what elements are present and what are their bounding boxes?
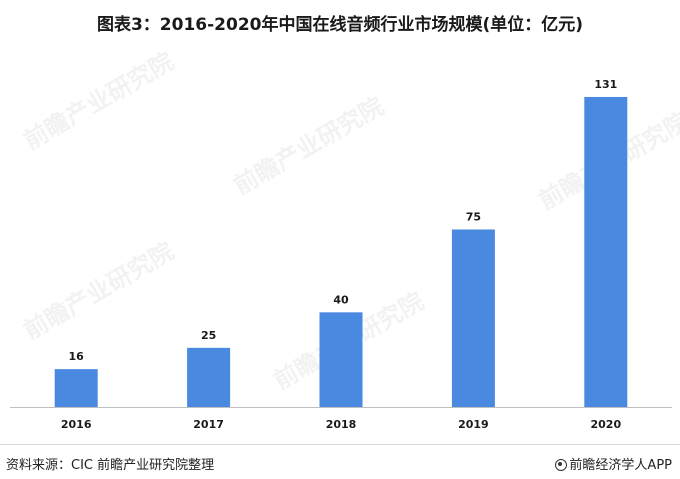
x-tick-labels: 2016 2017 2018 2019 2020 [61,418,622,431]
data-label-2016: 16 [69,350,85,363]
x-tick-2019: 2019 [458,418,489,431]
app-name: 前瞻经济学人APP [569,458,672,473]
watermark-text: 前瞻产业研究院 [229,92,388,200]
app-credit: 前瞻经济学人APP [555,454,672,473]
x-tick-2020: 2020 [590,418,621,431]
x-tick-2018: 2018 [326,418,357,431]
bar-2017 [187,347,231,407]
bar-2018 [319,312,363,407]
data-label-2019: 75 [466,211,481,224]
chart-title: 图表3：2016-2020年中国在线音频行业市场规模(单位：亿元) [96,15,584,35]
bar-chart: 前瞻产业研究院前瞻产业研究院前瞻产业研究院前瞻产业研究院前瞻产业研究院 2016… [10,47,680,431]
data-label-2020: 131 [594,78,617,91]
source-note: 资料来源：CIC 前瞻产业研究院整理 [6,458,215,473]
bars-group [54,96,628,407]
footer: 资料来源：CIC 前瞻产业研究院整理 前瞻经济学人APP [0,444,680,479]
data-labels: 16 25 40 75 131 [69,78,618,363]
x-tick-2017: 2017 [193,418,224,431]
data-label-2018: 40 [333,293,349,306]
bar-2019 [451,229,495,407]
x-tick-2016: 2016 [61,418,92,431]
data-label-2017: 25 [201,329,216,342]
watermark-text: 前瞻产业研究院 [19,47,178,155]
bar-2016 [54,369,98,407]
app-logo-icon [555,459,568,471]
watermark-text: 前瞻产业研究院 [19,237,178,345]
bar-2020 [584,96,628,407]
